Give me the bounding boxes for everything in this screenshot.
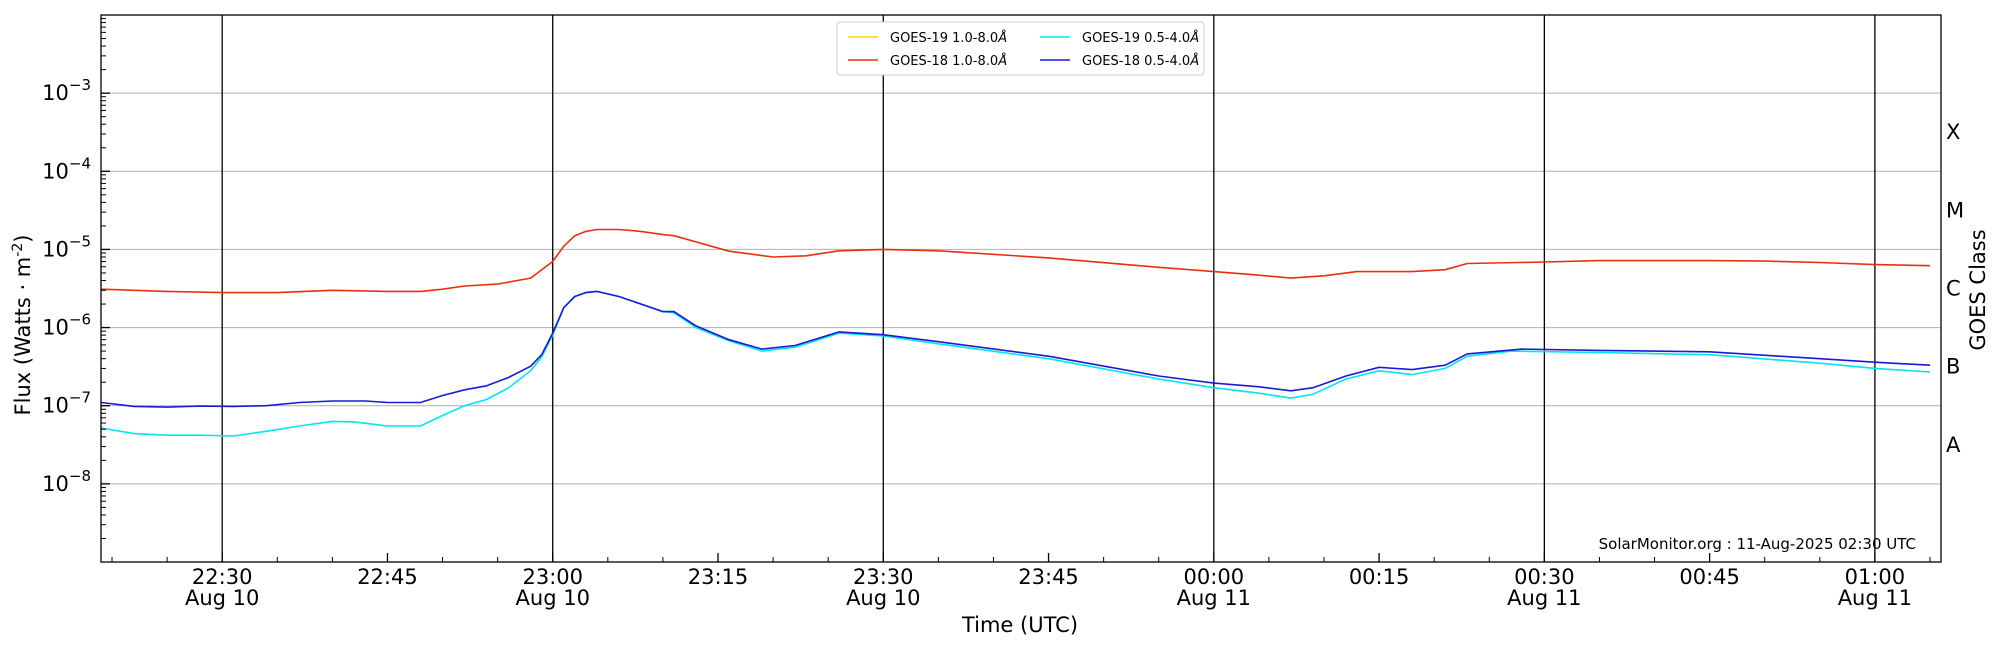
solarmonitor-watermark: SolarMonitor.org : 11-Aug-2025 02:30 UTC (1599, 535, 1916, 553)
x-axis-label: Time (UTC) (961, 613, 1078, 637)
x-tick-date-label: Aug 11 (1838, 586, 1912, 610)
x-tick-date-label: Aug 10 (185, 586, 259, 610)
y-tick-label: 10−4 (42, 154, 91, 183)
goes-class-b-label: B (1946, 355, 1960, 379)
x-tick-time-label: 00:15 (1349, 565, 1410, 589)
legend: GOES-19 1.0-8.0Å GOES-18 1.0-8.0Å GOES-19 … (836, 21, 1205, 76)
x-tick-time-label: 01:00 (1845, 565, 1906, 589)
y-tick-label: 10−6 (42, 311, 91, 340)
x-tick-date-label: Aug 11 (1177, 586, 1251, 610)
series-line-goes-18-0-5-4-0 (100, 290, 1931, 408)
x-tick-date-label: Aug 10 (516, 586, 590, 610)
x-tick-time-label: 22:30 (192, 565, 253, 589)
x-tick-time-label: 23:15 (688, 565, 749, 589)
goes-class-m-label: M (1946, 198, 1964, 222)
goes-class-axis-label: GOES Class (1966, 229, 1990, 350)
plot-frame (100, 14, 1942, 563)
goes-class-labels: A B C M X (1946, 120, 1964, 457)
x-tick-time-label: 22:45 (357, 565, 418, 589)
x-tick-time-label: 00:45 (1679, 565, 1740, 589)
y-tick-label: 10−7 (42, 389, 91, 418)
y-axis-ticks: 10−8 10−7 10−6 10−5 10−4 10−3 (42, 18, 110, 539)
legend-label-goes-19-1-0-8-0: GOES-19 1.0-8.0Å (890, 30, 1007, 46)
goes-class-a-label: A (1946, 433, 1961, 457)
legend-label-goes-18-1-0-8-0: GOES-18 1.0-8.0Å (890, 53, 1007, 69)
y-tick-label: 10−3 (42, 76, 91, 105)
x-tick-time-label: 23:30 (853, 565, 914, 589)
goes-class-c-label: C (1946, 277, 1961, 301)
x-tick-time-label: 00:00 (1184, 565, 1245, 589)
legend-box (836, 21, 1205, 76)
series-line-goes-18-1-0-8-0 (100, 228, 1931, 294)
grid-layer (101, 92, 1941, 485)
legend-label-goes-19-0-5-4-0: GOES-19 0.5-4.0Å (1082, 30, 1199, 46)
x-tick-date-label: Aug 10 (846, 586, 920, 610)
x-tick-time-label: 23:45 (1018, 565, 1079, 589)
x-tick-time-label: 00:30 (1514, 565, 1575, 589)
legend-label-goes-18-0-5-4-0: GOES-18 0.5-4.0Å (1082, 53, 1199, 69)
x-tick-date-label: Aug 11 (1507, 586, 1581, 610)
major-time-lines (221, 15, 1876, 562)
series-layer (100, 228, 1931, 437)
y-axis-label: Flux (Watts · m-2) (10, 235, 35, 416)
y-tick-label: 10−5 (42, 232, 91, 261)
x-tick-time-label: 23:00 (522, 565, 583, 589)
goes-class-x-label: X (1946, 120, 1960, 144)
y-tick-label: 10−8 (42, 467, 91, 496)
